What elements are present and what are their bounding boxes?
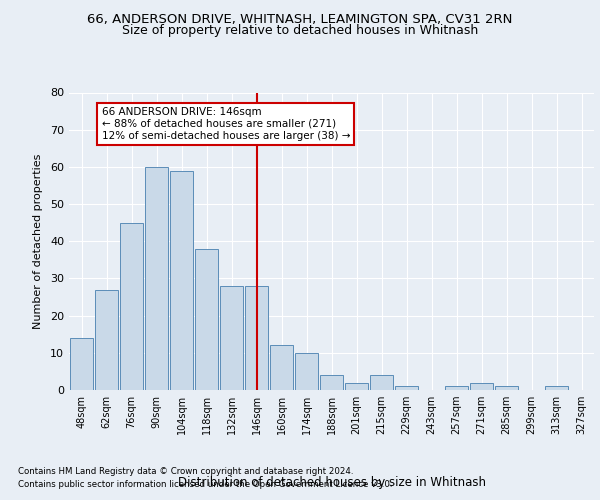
Bar bbox=[494, 386, 518, 390]
Bar bbox=[545, 386, 568, 390]
Bar bbox=[370, 375, 394, 390]
Bar bbox=[170, 170, 193, 390]
Bar bbox=[145, 167, 169, 390]
Bar bbox=[470, 382, 493, 390]
Bar bbox=[194, 248, 218, 390]
Bar bbox=[70, 338, 94, 390]
X-axis label: Distribution of detached houses by size in Whitnash: Distribution of detached houses by size … bbox=[178, 476, 485, 489]
Bar bbox=[220, 286, 244, 390]
Bar bbox=[445, 386, 469, 390]
Text: 66, ANDERSON DRIVE, WHITNASH, LEAMINGTON SPA, CV31 2RN: 66, ANDERSON DRIVE, WHITNASH, LEAMINGTON… bbox=[88, 12, 512, 26]
Bar bbox=[320, 375, 343, 390]
Bar bbox=[119, 222, 143, 390]
Bar bbox=[95, 290, 118, 390]
Text: Contains public sector information licensed under the Open Government Licence v3: Contains public sector information licen… bbox=[18, 480, 392, 489]
Text: 66 ANDERSON DRIVE: 146sqm
← 88% of detached houses are smaller (271)
12% of semi: 66 ANDERSON DRIVE: 146sqm ← 88% of detac… bbox=[101, 108, 350, 140]
Bar bbox=[245, 286, 268, 390]
Bar bbox=[269, 346, 293, 390]
Bar bbox=[295, 353, 319, 390]
Y-axis label: Number of detached properties: Number of detached properties bbox=[33, 154, 43, 329]
Text: Contains HM Land Registry data © Crown copyright and database right 2024.: Contains HM Land Registry data © Crown c… bbox=[18, 467, 353, 476]
Bar bbox=[395, 386, 418, 390]
Text: Size of property relative to detached houses in Whitnash: Size of property relative to detached ho… bbox=[122, 24, 478, 37]
Bar bbox=[344, 382, 368, 390]
